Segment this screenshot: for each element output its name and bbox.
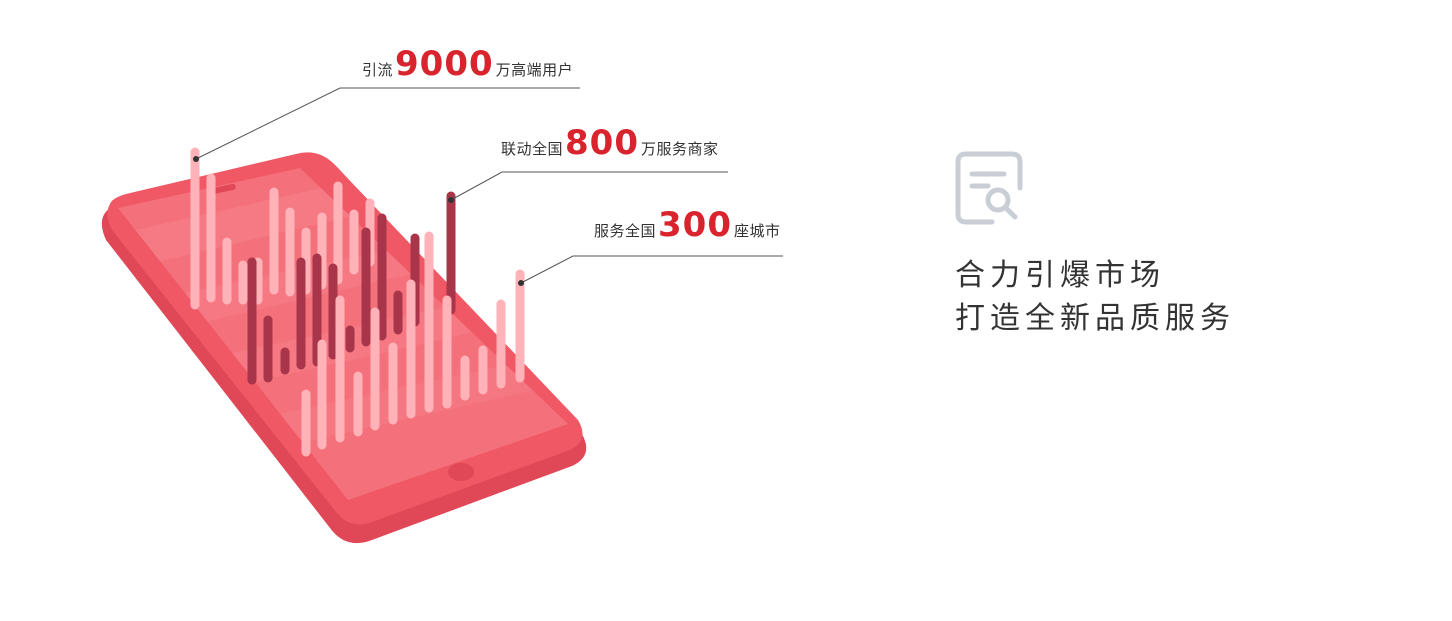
leader-line-3 [520,255,783,284]
callout-users: 引流 9000 万高端用户 [362,47,573,81]
leader-dot-3 [518,280,524,286]
leader-line-2 [450,171,728,201]
phone-screen [118,168,568,500]
screen-bands [118,186,544,450]
callout-users-prefix: 引流 [362,61,394,79]
bars-group [190,147,525,457]
callout-merchants: 联动全国 800 万服务商家 [501,126,719,160]
leader-lines [195,87,783,284]
phone-face [107,152,583,525]
callout-merchants-prefix: 联动全国 [501,140,564,158]
callout-merchants-number: 800 [565,123,639,163]
slogan-line-2: 打造全新品质服务 [955,301,1235,336]
callout-merchants-suffix: 万服务商家 [641,140,719,158]
phone-body [101,153,587,544]
callout-cities-number: 300 [658,205,732,245]
document-search-icon [955,151,1023,225]
leader-dot-2 [448,197,454,203]
home-button [448,463,474,481]
slogan: 合力引爆市场 打造全新品质服务 [955,254,1235,340]
speaker [210,183,236,195]
callout-cities: 服务全国 300 座城市 [594,208,781,242]
callout-users-suffix: 万高端用户 [495,61,574,79]
slogan-line-1: 合力引爆市场 [955,258,1165,293]
callout-cities-suffix: 座城市 [734,222,781,240]
leader-dot-1 [193,156,199,162]
callout-users-number: 9000 [395,44,494,84]
callout-cities-prefix: 服务全国 [594,222,657,240]
